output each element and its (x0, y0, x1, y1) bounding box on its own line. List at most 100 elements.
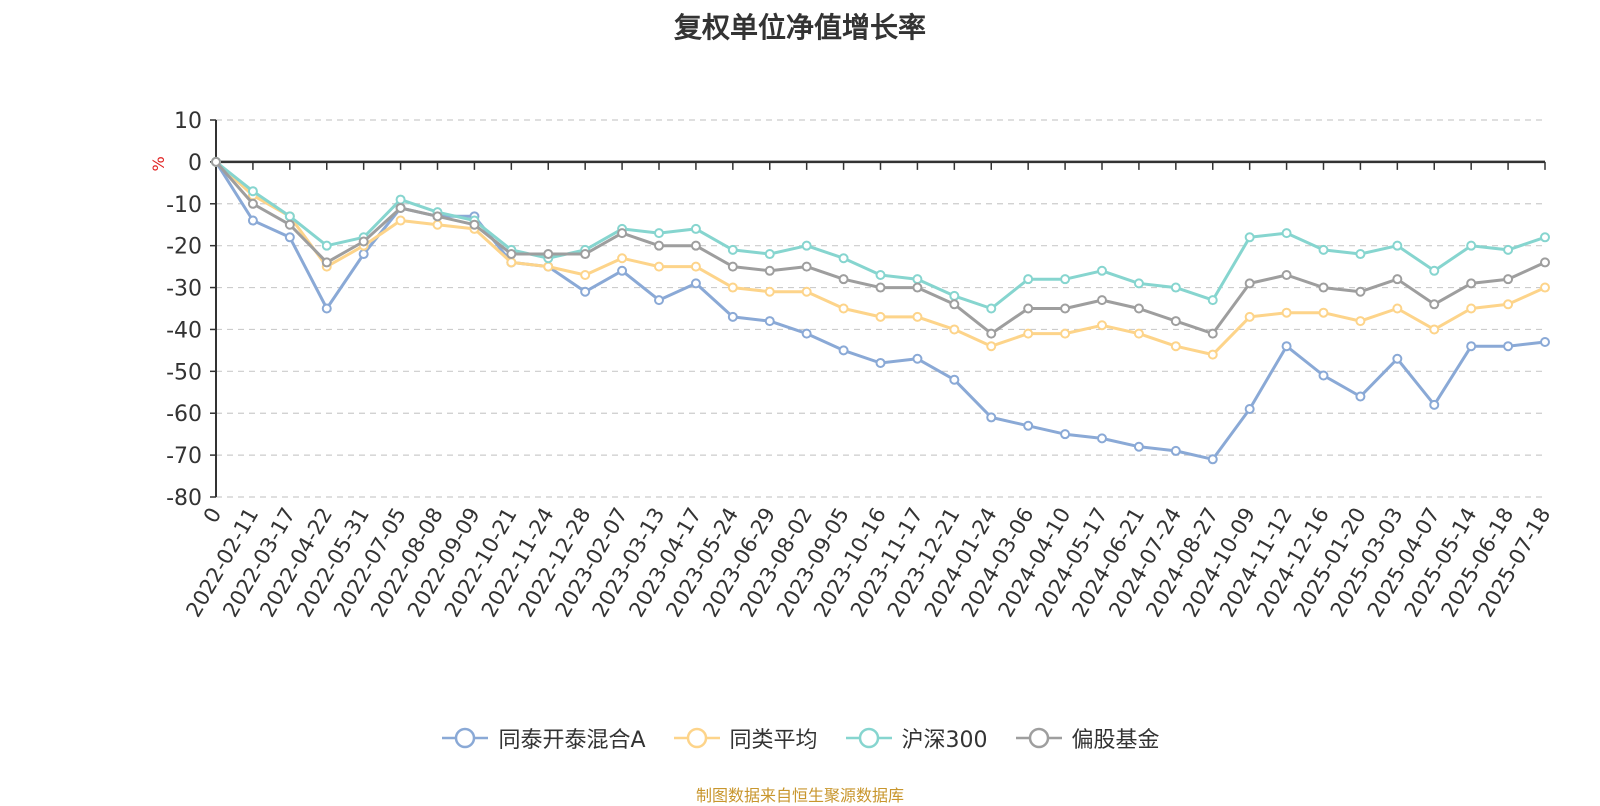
y-tick-label: -40 (166, 318, 202, 343)
data-point (1170, 316, 1181, 327)
data-point (1318, 307, 1329, 318)
y-tick-label: -60 (166, 402, 202, 427)
data-point (875, 357, 886, 368)
data-point (875, 311, 886, 322)
data-point (395, 194, 406, 205)
data-point (1540, 337, 1550, 348)
data-point (1023, 303, 1034, 314)
legend-item[interactable]: 同类平均 (672, 722, 818, 754)
line-chart: 100-10-20-30-40-50-60-70-80%02022-02-112… (149, 109, 1555, 621)
data-point (727, 244, 738, 255)
data-point (1097, 320, 1107, 331)
legend-swatch (442, 727, 489, 749)
data-point (211, 156, 221, 167)
series-line (214, 161, 1546, 461)
data-point (654, 228, 664, 239)
data-point (1244, 311, 1255, 322)
data-point (1244, 278, 1255, 289)
data-point (543, 261, 554, 272)
data-point (654, 261, 664, 272)
data-point (1429, 265, 1440, 276)
data-point (690, 240, 701, 251)
data-point (358, 249, 369, 260)
data-point (284, 219, 295, 230)
data-point (247, 186, 258, 197)
data-point (912, 311, 923, 322)
data-point (1392, 353, 1403, 364)
data-point (617, 228, 628, 239)
data-point (395, 202, 406, 213)
x-tick-label: 0 (199, 504, 226, 528)
data-point (1429, 299, 1440, 310)
series-line (214, 160, 1546, 357)
data-point (801, 261, 812, 272)
data-point (1133, 328, 1144, 339)
data-point (1207, 349, 1218, 360)
data-point (1133, 303, 1144, 314)
data-point (764, 265, 775, 276)
data-point (801, 240, 812, 251)
data-point (1466, 240, 1477, 251)
data-point (654, 295, 664, 306)
data-point (506, 257, 517, 268)
y-tick-label: 0 (188, 151, 202, 176)
data-point (1207, 454, 1218, 465)
data-point (1355, 249, 1366, 260)
data-point (1318, 282, 1329, 293)
data-point (617, 253, 628, 264)
data-point (1355, 391, 1366, 402)
y-tick-label: -70 (166, 444, 202, 469)
data-point (284, 232, 295, 243)
data-point (1355, 286, 1366, 297)
grid-layer (216, 119, 1545, 498)
data-point (617, 265, 628, 276)
legend-item[interactable]: 偏股基金 (1014, 722, 1160, 754)
y-tick-label: -50 (166, 360, 202, 385)
data-point (801, 286, 812, 297)
data-point (1503, 244, 1514, 255)
data-point (764, 249, 775, 260)
data-point (1466, 303, 1477, 314)
data-point (727, 311, 738, 322)
data-point (912, 274, 923, 285)
data-point (1060, 274, 1071, 285)
data-point (912, 353, 923, 364)
legend-label: 同类平均 (729, 728, 818, 753)
data-point (1503, 341, 1514, 352)
data-point (1540, 282, 1550, 293)
data-point (1355, 316, 1366, 327)
data-point (358, 236, 369, 247)
data-point (838, 303, 849, 314)
data-point (1133, 441, 1144, 452)
legend-item[interactable]: 沪深300 (844, 722, 988, 754)
legend-item[interactable]: 同泰开泰混合A (440, 722, 646, 754)
data-point (949, 374, 960, 385)
data-point (580, 269, 591, 280)
data-point (1392, 303, 1403, 314)
y-tick-label: -20 (166, 235, 202, 260)
data-point (321, 303, 332, 314)
y-tick-label: -30 (166, 277, 202, 302)
data-point (912, 282, 923, 293)
data-point (727, 261, 738, 272)
data-point (1281, 269, 1292, 280)
data-point (1503, 274, 1514, 285)
legend-swatch (1015, 727, 1062, 749)
data-point (986, 341, 997, 352)
legend-swatch (845, 727, 892, 749)
data-point (1023, 274, 1034, 285)
data-point (1281, 307, 1292, 318)
data-point (247, 198, 258, 209)
data-point (580, 286, 591, 297)
data-point (986, 303, 997, 314)
data-point (1133, 278, 1144, 289)
series-line (214, 160, 1546, 336)
data-point (1060, 303, 1071, 314)
data-point (838, 345, 849, 356)
y-axis-unit: % (149, 156, 168, 171)
data-point (1429, 399, 1440, 410)
data-point (432, 211, 443, 222)
data-point (764, 286, 775, 297)
data-point (875, 282, 886, 293)
data-point (506, 249, 517, 260)
